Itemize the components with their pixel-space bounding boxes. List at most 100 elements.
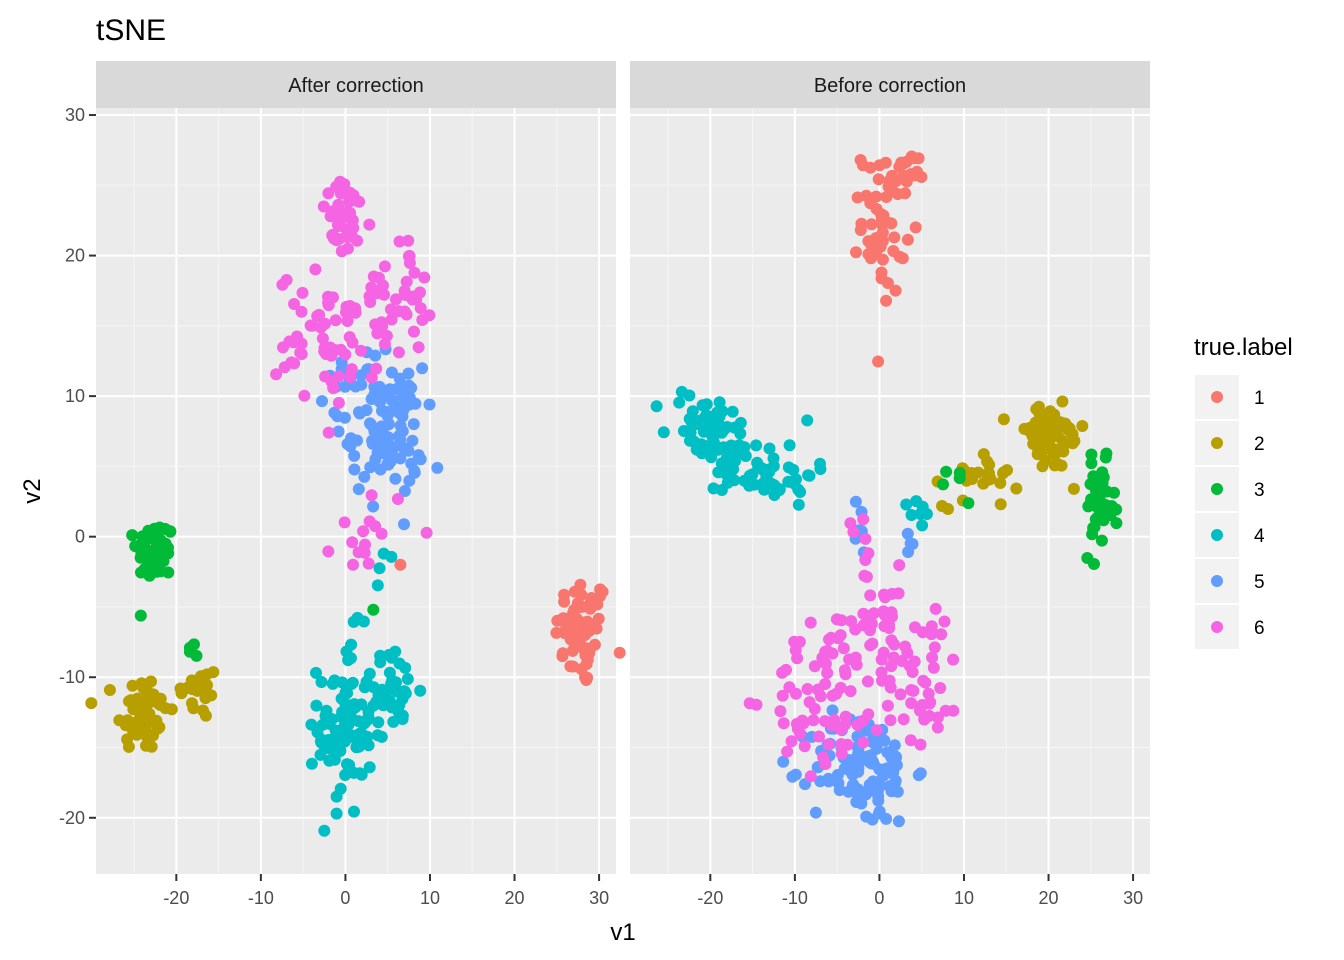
point-label-6 [304, 319, 317, 332]
point-label-6 [819, 657, 832, 670]
point-label-2 [165, 703, 178, 716]
point-label-6 [877, 605, 890, 618]
points [650, 150, 1123, 828]
point-label-1 [574, 578, 587, 591]
legend-label-4: 4 [1254, 526, 1265, 547]
legend-label-5: 5 [1254, 572, 1265, 593]
point-label-6 [851, 719, 864, 731]
point-label-1 [879, 156, 892, 169]
point-label-6 [324, 210, 337, 223]
point-label-4 [310, 699, 323, 712]
point-label-6 [804, 770, 817, 783]
point-label-4 [375, 730, 388, 743]
point-label-6 [316, 332, 329, 345]
point-label-1 [887, 245, 900, 257]
point-label-4 [335, 710, 348, 723]
point-label-6 [897, 713, 910, 726]
point-label-6 [844, 685, 857, 698]
point-label-5 [398, 518, 410, 531]
point-label-6 [403, 249, 416, 262]
point-label-2 [1076, 420, 1089, 432]
point-label-4 [339, 697, 352, 710]
point-label-6 [785, 735, 798, 748]
point-label-4 [387, 715, 400, 728]
point-label-6 [370, 362, 383, 375]
point-label-6 [341, 231, 354, 243]
panel-after-correction: After correction [85, 61, 626, 874]
point-label-6 [270, 368, 283, 381]
point-label-2 [122, 740, 135, 753]
point-label-6 [857, 513, 870, 526]
point-label-5 [401, 385, 414, 398]
point-label-6 [400, 275, 413, 288]
point-label-6 [326, 228, 339, 241]
point-label-6 [904, 734, 917, 747]
point-label-5 [914, 767, 927, 780]
point-label-6 [884, 714, 897, 727]
point-label-1 [851, 191, 864, 204]
point-label-4 [768, 489, 781, 501]
point-label-3 [940, 465, 953, 478]
point-label-6 [295, 305, 308, 318]
point-label-6 [283, 335, 296, 348]
point-label-2 [1048, 459, 1061, 472]
point-label-5 [396, 410, 409, 423]
point-label-5 [358, 470, 371, 483]
point-label-1 [862, 248, 875, 261]
point-label-2 [994, 477, 1007, 489]
point-label-3 [962, 497, 975, 510]
point-label-2 [1052, 430, 1065, 443]
point-label-1 [881, 277, 894, 289]
point-label-5 [352, 483, 365, 496]
point-label-6 [807, 714, 820, 727]
point-label-3 [953, 472, 966, 485]
point-label-1 [578, 644, 591, 657]
point-label-3 [150, 541, 163, 554]
point-label-4 [374, 649, 387, 662]
point-label-6 [338, 516, 351, 529]
point-label-4 [346, 676, 359, 689]
point-label-1 [901, 233, 914, 246]
point-label-6 [294, 346, 307, 359]
point-label-2 [200, 668, 213, 681]
point-label-6 [789, 644, 802, 657]
point-label-4 [801, 414, 814, 427]
point-label-5 [373, 380, 386, 393]
point-label-1 [875, 266, 888, 279]
point-label-6 [823, 633, 835, 646]
point-label-6 [919, 676, 932, 689]
point-label-1 [904, 168, 917, 181]
point-label-4 [372, 716, 385, 729]
legend-title: true.label [1194, 334, 1293, 361]
point-label-2 [127, 703, 140, 716]
point-label-6 [808, 660, 821, 673]
point-label-6 [862, 708, 875, 721]
point-label-5 [846, 779, 859, 792]
point-label-6 [346, 214, 359, 227]
point-label-6 [278, 361, 291, 374]
point-label-6 [367, 270, 380, 283]
point-label-5 [382, 418, 395, 431]
point-label-5 [332, 425, 345, 438]
point-label-6 [376, 320, 389, 333]
point-label-6 [857, 736, 870, 749]
point-label-5 [385, 366, 398, 379]
point-label-6 [822, 738, 835, 751]
x-tick-label: -10 [248, 888, 274, 908]
point-label-5 [414, 453, 427, 466]
point-label-4 [326, 713, 339, 726]
point-label-4 [910, 495, 923, 508]
point-label-4 [783, 439, 796, 452]
point-label-6 [743, 697, 756, 710]
point-label-1 [865, 238, 878, 251]
point-label-4 [737, 446, 750, 459]
point-label-1 [579, 671, 591, 684]
point-label-4 [401, 673, 414, 685]
point-label-1 [613, 646, 626, 659]
point-label-5 [348, 463, 361, 476]
point-label-3 [1100, 447, 1113, 460]
x-tick-label: 0 [340, 888, 350, 908]
point-label-1 [585, 592, 598, 604]
point-label-1 [888, 231, 901, 244]
point-label-6 [385, 313, 398, 326]
